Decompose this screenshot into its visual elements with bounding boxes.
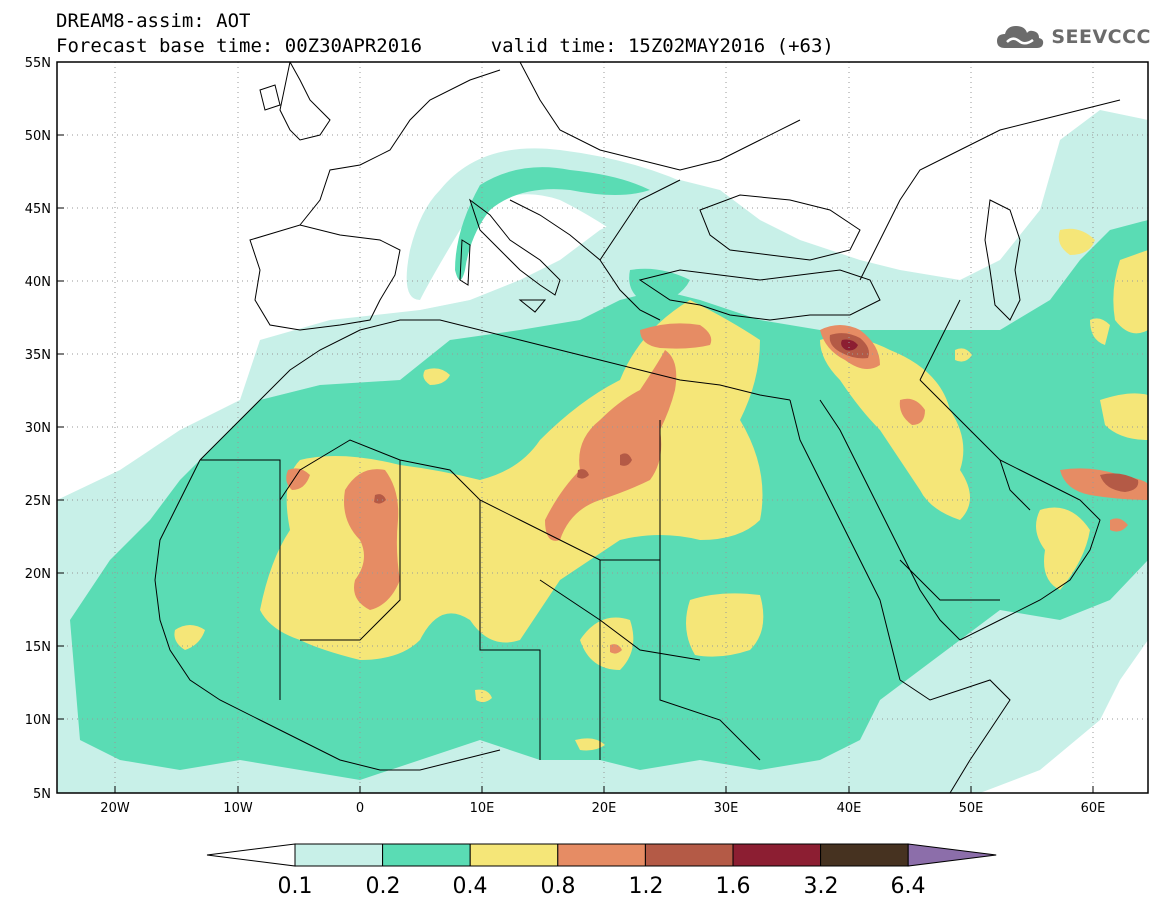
- lat-label: 45N: [25, 202, 51, 217]
- axis-ticks: [57, 134, 1094, 793]
- lat-label: 40N: [25, 275, 51, 290]
- lat-label: 55N: [25, 56, 51, 71]
- latitude-labels: 55N 50N 45N 40N 35N 30N 25N 20N 15N 10N …: [25, 56, 51, 802]
- logo-text: SEEVCCC: [1051, 26, 1151, 48]
- lat-label: 30N: [25, 421, 51, 436]
- coastlines: [154, 62, 1121, 793]
- lon-label: 20W: [100, 801, 130, 816]
- lon-label: 20E: [592, 801, 617, 816]
- lat-label: 20N: [25, 567, 51, 582]
- cloud-icon: [997, 26, 1044, 48]
- map-title: DREAM8-assim: AOT: [56, 10, 251, 32]
- grid-lines: [57, 62, 1148, 793]
- aot-level-0-8: [286, 323, 1148, 654]
- lat-label: 35N: [25, 348, 51, 363]
- lat-label: 50N: [25, 129, 51, 144]
- time-info-line: Forecast base time: 00Z30APR2016 valid t…: [56, 35, 834, 57]
- lon-label: 50E: [959, 801, 984, 816]
- lon-label: 60E: [1081, 801, 1106, 816]
- longitude-labels: 20W 10W 0 10E 20E 30E 40E 50E 60E: [100, 801, 1105, 816]
- valid-time: valid time: 15Z02MAY2016 (+63): [490, 35, 834, 57]
- lat-label: 5N: [33, 787, 51, 802]
- seevccc-logo: SEEVCCC: [995, 22, 1151, 52]
- lat-label: 25N: [25, 494, 51, 509]
- lon-label: 30E: [714, 801, 739, 816]
- lon-label: 0: [356, 801, 364, 816]
- lon-label: 10E: [470, 801, 495, 816]
- lat-label: 10N: [25, 713, 51, 728]
- lat-label: 15N: [25, 640, 51, 655]
- lon-label: 10W: [223, 801, 253, 816]
- aot-level-1-6: [841, 339, 858, 351]
- lon-label: 40E: [837, 801, 862, 816]
- base-time: Forecast base time: 00Z30APR2016: [56, 35, 423, 57]
